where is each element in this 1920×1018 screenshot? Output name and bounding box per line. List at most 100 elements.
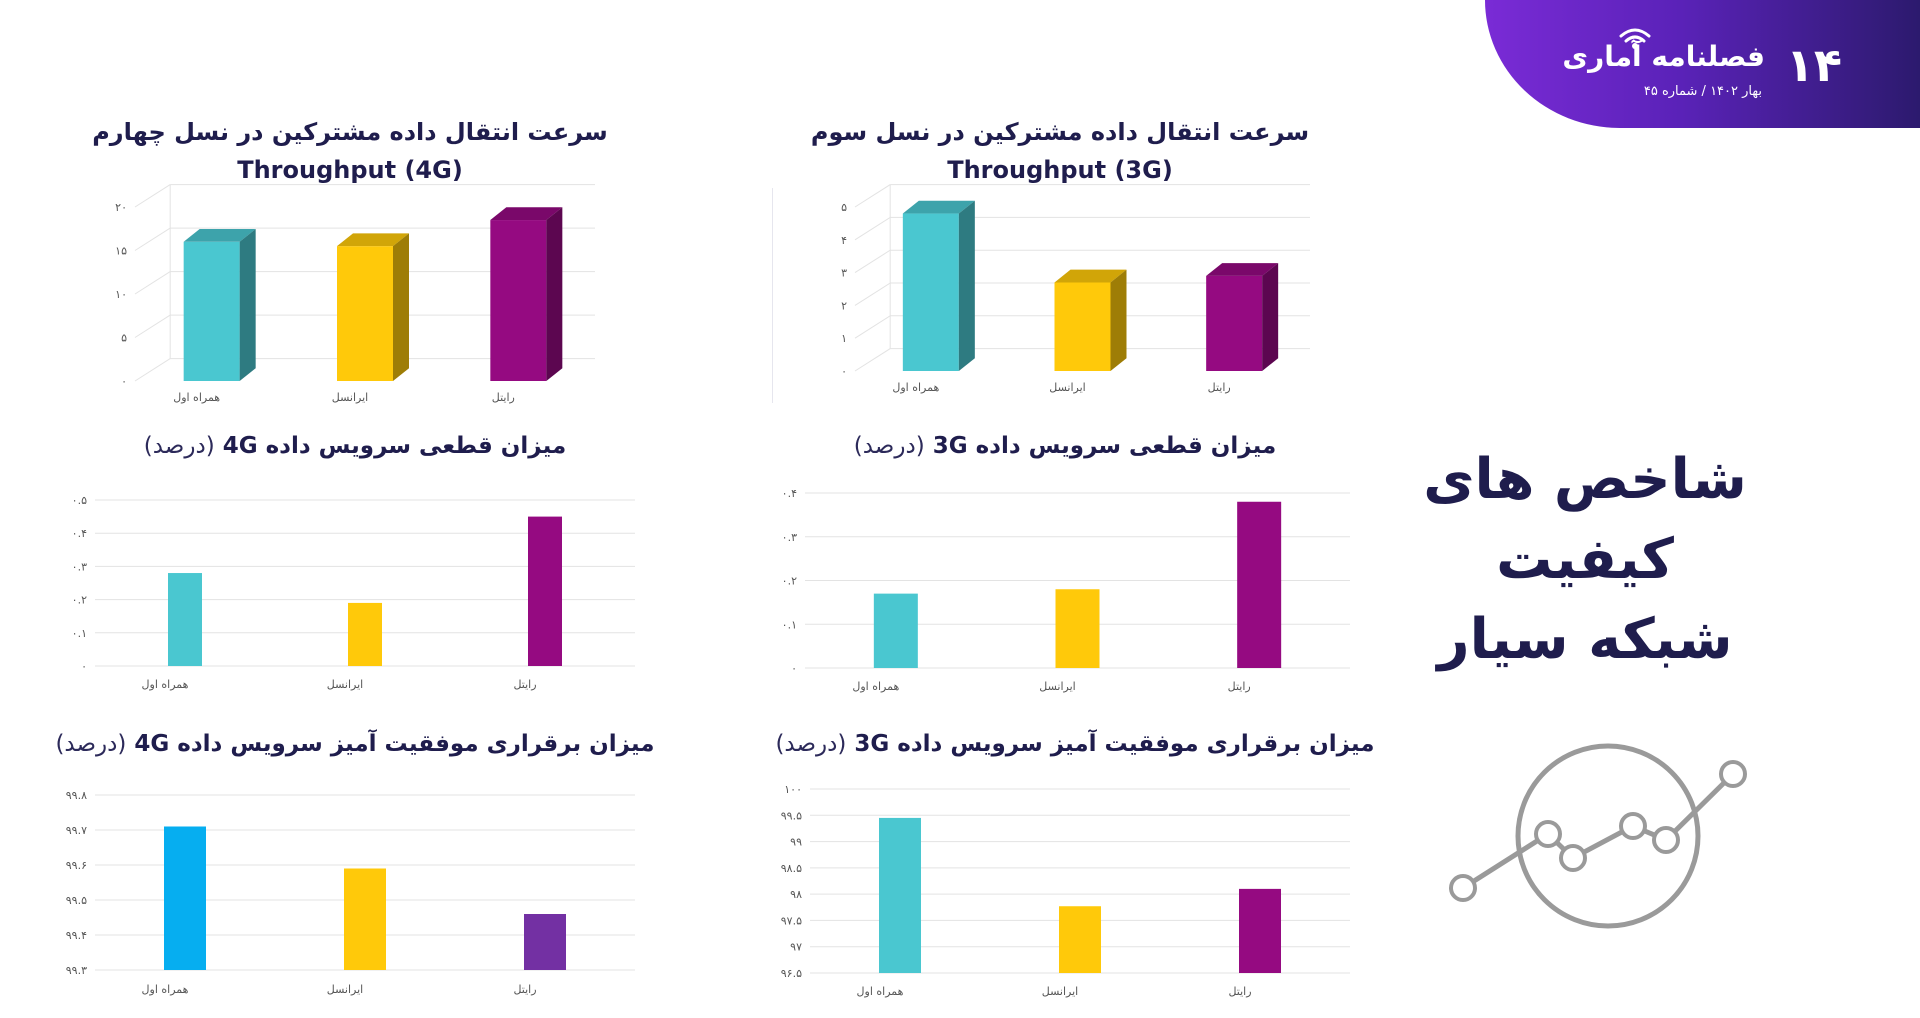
category-label: همراه اول: [857, 985, 904, 998]
drop-4g-bars: ۰ ۰.۱ ۰.۲ ۰.۳ ۰.۴ ۰.۵ همراه اول ایرانسل رایتل: [72, 494, 635, 691]
chart-title-line1: سرعت انتقال داده مشترکین در نسل سوم: [810, 118, 1310, 146]
y-tick-label: ۵: [121, 332, 127, 345]
brand-name: فصلنامه آماری: [1562, 40, 1765, 73]
gridline: [854, 282, 891, 306]
y-tick-label: ۱: [841, 332, 847, 345]
category-label: رایتل: [492, 391, 515, 404]
y-tick-label: ۰.۳: [782, 531, 797, 544]
chart-success-3g: میزان برقراری موفقیت آمیز سرویس داده 3G …: [760, 726, 1390, 766]
category-label: رایتل: [1228, 680, 1251, 693]
success-3g-bars: ۹۶.۵ ۹۷ ۹۷.۵ ۹۸ ۹۸.۵ ۹۹ ۹۹.۵ ۱۰۰ همراه اول ایرانس…: [781, 783, 1350, 998]
chart-drop-3g: میزان قطعی سرویس داده 3G (درصد): [770, 428, 1360, 468]
y-tick-label: ۹۹.۳: [66, 964, 87, 977]
y-tick-label: ۰.۳: [72, 560, 87, 573]
chart-title-line1: سرعت انتقال داده مشترکین در نسل چهارم: [92, 118, 608, 146]
y-tick-label: ۴: [841, 234, 847, 247]
category-label: همراه اول: [852, 680, 899, 693]
gridline: [854, 315, 891, 339]
category-label: ایرانسل: [332, 391, 368, 404]
y-tick-label: ۵: [841, 201, 847, 214]
gridline: [134, 271, 171, 295]
bar-front: [902, 213, 959, 371]
chart-title-main: میزان برقراری موفقیت آمیز سرویس داده 3G: [854, 731, 1375, 757]
chart-title-unit: (درصد): [775, 731, 847, 757]
success-4g-bars: ۹۹.۳ ۹۹.۴ ۹۹.۵ ۹۹.۶ ۹۹.۷ ۹۹.۸ همراه اول ایرانسل…: [66, 789, 635, 996]
bar: [524, 914, 566, 970]
bar-top: [1206, 263, 1279, 276]
y-tick-label: ۹۸: [790, 888, 802, 901]
chart-drop-4g: میزان قطعی سرویس داده 4G (درصد): [60, 428, 650, 468]
divider: [772, 188, 773, 403]
y-tick-label: ۰: [791, 662, 797, 675]
gridline: [134, 358, 171, 382]
header-badge: [1485, 0, 1920, 128]
bar: [879, 817, 921, 973]
chart-title: میزان برقراری موفقیت آمیز سرویس داده 4G …: [40, 726, 670, 762]
bar: [168, 573, 202, 666]
bar: [873, 593, 918, 668]
category-label: ایرانسل: [327, 678, 363, 691]
y-tick-label: ۰.۱: [782, 618, 797, 631]
bar-top: [1054, 269, 1127, 283]
y-tick-label: ۲۰: [115, 201, 127, 214]
y-tick-label: ۹۹.۵: [781, 809, 802, 822]
category-label: ایرانسل: [1039, 680, 1075, 693]
gridline: [854, 216, 891, 241]
bar-front: [1206, 275, 1263, 371]
category-label: ایرانسل: [327, 983, 363, 996]
category-label: رایتل: [1208, 381, 1231, 394]
bar-side: [1110, 269, 1127, 371]
y-tick-label: ۹۹.۷: [66, 824, 87, 837]
chart-throughput-4g: سرعت انتقال داده مشترکین در نسل چهارم Th…: [90, 108, 610, 408]
chart-title-main: میزان قطعی سرویس داده 3G: [932, 433, 1277, 459]
chart-title-main: میزان قطعی سرویس داده 4G: [222, 433, 567, 459]
chart-title-unit: (درصد): [853, 433, 925, 459]
y-tick-label: ۰.۲: [72, 594, 87, 607]
chart-title-main: میزان برقراری موفقیت آمیز سرویس داده 4G: [134, 731, 655, 757]
y-tick-label: ۹۶.۵: [781, 967, 802, 980]
issue-number: ۱۴: [1785, 38, 1842, 92]
gridline: [134, 314, 171, 338]
bar-front: [490, 220, 547, 381]
throughput-3g-bars: ۰ ۱ ۲ ۳ ۴ ۵ همراه اول ایرانسل رایتل: [841, 184, 1310, 394]
bar: [1237, 501, 1282, 668]
y-tick-label: ۰.۲: [782, 575, 797, 588]
y-tick-label: ۰.۴: [782, 487, 797, 500]
chart-title: میزان قطعی سرویس داده 3G (درصد): [770, 428, 1360, 464]
chart-throughput-3g: سرعت انتقال داده مشترکین در نسل سوم Thro…: [800, 108, 1320, 408]
y-tick-label: ۹۹.۸: [66, 789, 87, 802]
gridline: [134, 184, 171, 208]
y-tick-label: ۹۷.۵: [781, 914, 802, 927]
bar-top: [337, 233, 409, 247]
gridline: [854, 249, 891, 274]
trend-line-icon: [1449, 743, 1747, 929]
drop-3g-bars: ۰ ۰.۱ ۰.۲ ۰.۳ ۰.۴ همراه اول ایرانسل رایتل: [782, 487, 1350, 693]
bar-top: [490, 207, 563, 221]
category-label: ایرانسل: [1049, 381, 1085, 394]
y-tick-label: ۰: [121, 375, 127, 388]
bar-top: [183, 229, 256, 242]
category-label: همراه اول: [142, 983, 189, 996]
category-label: رایتل: [1228, 985, 1251, 998]
y-tick-label: ۹۹.۶: [66, 859, 87, 872]
issue-meta: بهار ۱۴۰۲ / شماره ۴۵: [1643, 84, 1762, 99]
gridline: [854, 348, 891, 372]
y-tick-label: ۰: [81, 660, 87, 673]
y-tick-label: ۹۷: [790, 941, 802, 954]
y-tick-label: ۱۰: [115, 288, 127, 301]
y-tick-label: ۰: [841, 365, 847, 378]
chart-title-unit: (درصد): [55, 731, 127, 757]
category-label: رایتل: [513, 983, 536, 996]
y-tick-label: ۰.۵: [72, 494, 87, 507]
bar: [1059, 906, 1101, 973]
wifi-icon: [1619, 28, 1651, 49]
bar-side: [393, 233, 409, 381]
bar: [1239, 888, 1281, 973]
bar-top: [902, 200, 975, 214]
chart-title: سرعت انتقال داده مشترکین در نسل چهارم Th…: [90, 113, 610, 189]
category-label: رایتل: [513, 678, 536, 691]
bar: [1055, 589, 1100, 668]
bar-side: [546, 207, 563, 381]
chart-title-line2: Throughput (4G): [237, 156, 463, 184]
y-tick-label: ۹۸.۵: [781, 862, 802, 875]
